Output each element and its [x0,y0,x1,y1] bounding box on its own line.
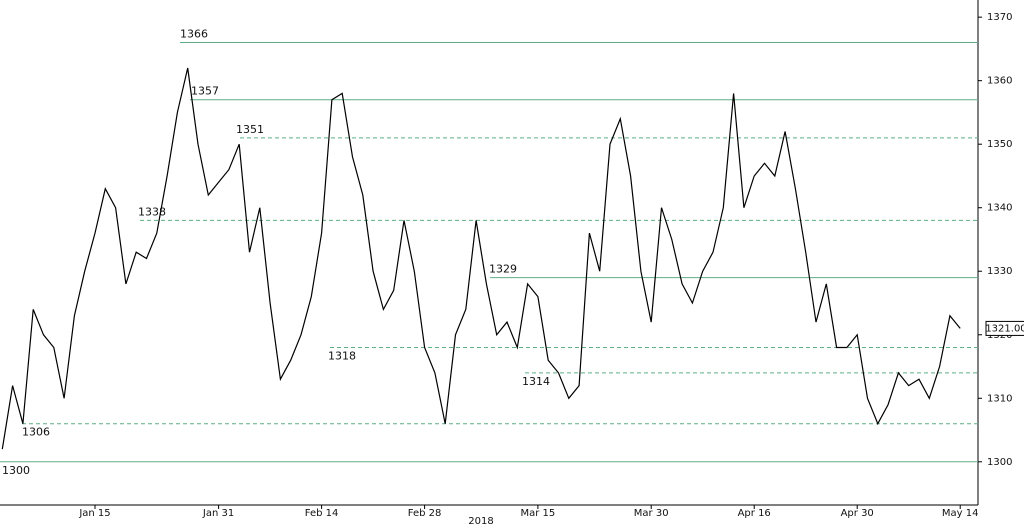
y-tick-label: 1360 [987,76,1012,87]
x-axis-label: 2018 [468,516,493,527]
x-tick-label: Feb 14 [305,508,339,519]
x-tick-label: Mar 15 [521,508,556,519]
x-tick-label: Mar 30 [634,508,669,519]
last-value-box [985,320,1024,336]
x-tick-label: Jan 15 [78,508,110,519]
y-tick-label: 1300 [987,457,1012,468]
level-label: 1329 [489,263,517,276]
x-tick-label: Apr 30 [841,508,874,519]
x-tick-label: Apr 16 [738,508,771,519]
level-label: 1318 [328,349,356,362]
y-tick-label: 1350 [987,139,1012,150]
level-label: 1314 [522,375,550,388]
x-tick-label: May 14 [942,508,979,519]
y-tick-label: 1310 [987,393,1012,404]
level-label: 1366 [180,28,208,41]
level-label: 1338 [138,205,166,218]
x-tick-label: Jan 31 [202,508,234,519]
level-label: 1300 [2,464,30,477]
y-tick-label: 1370 [987,12,1012,23]
x-tick-label: Feb 28 [408,508,442,519]
y-tick-label: 1340 [987,203,1012,214]
last-value-label: 1321.00 [985,323,1024,334]
level-label: 1357 [191,85,219,98]
level-label: 1306 [22,426,50,439]
y-tick-label: 1330 [987,266,1012,277]
level-label: 1351 [236,123,264,136]
price-line [1,67,961,450]
